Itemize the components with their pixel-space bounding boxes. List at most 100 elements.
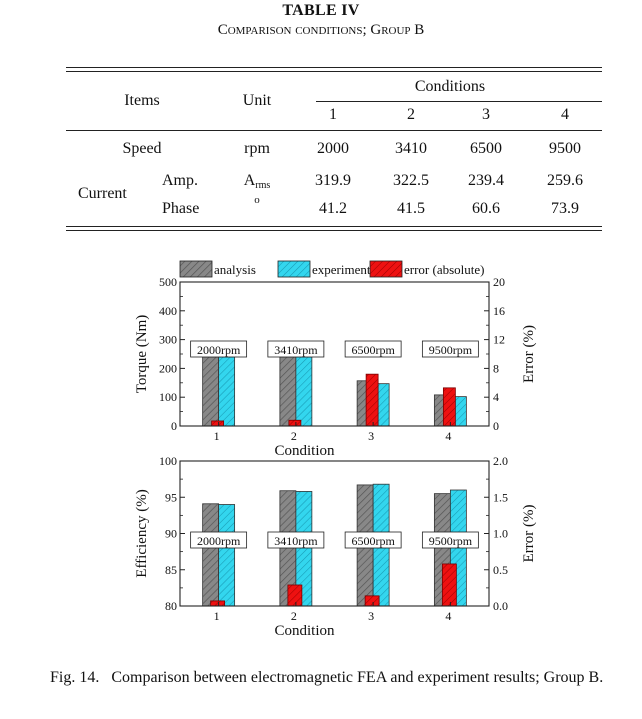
table-subtitle: Comparison conditions; Group B <box>217 22 425 38</box>
error-bar <box>441 563 457 607</box>
condition-tag-label: 6500rpm <box>351 343 395 357</box>
y-tick-label: 100 <box>159 454 177 468</box>
y-tick-label: 0 <box>171 419 177 433</box>
condition-tag-label: 9500rpm <box>429 343 473 357</box>
x-tick-label: 4 <box>445 429 451 443</box>
analysis-bar <box>202 356 220 427</box>
torque-chart: 0 100 200 300 400 500 0 4 8 12 16 20 2000rpm 1 3410rpm… <box>134 275 537 459</box>
y-right-tick-label: 2.0 <box>493 454 508 468</box>
amp-value: 259.6 <box>547 172 583 189</box>
plot-frame <box>179 281 490 427</box>
condition-number: 1 <box>329 106 337 123</box>
condition-tag-box <box>267 340 325 358</box>
phase-value: 60.6 <box>472 200 500 217</box>
conditions-underline <box>316 101 602 102</box>
condition-tag-label: 3410rpm <box>274 534 318 548</box>
y-right-tick-label: 20 <box>493 275 505 289</box>
condition-tag-label: 9500rpm <box>429 534 473 548</box>
y-tick-label: 80 <box>165 599 177 613</box>
speed-value: 2000 <box>317 140 349 157</box>
y-tick-label: 90 <box>165 527 177 541</box>
legend-label: analysis <box>214 262 256 277</box>
y-right-tick-label: 1.0 <box>493 527 508 541</box>
experiment-bar <box>218 356 236 427</box>
speed-value: 6500 <box>470 140 502 157</box>
x-tick-label: 2 <box>291 609 297 623</box>
y-axis-title: Torque (Nm) <box>134 315 150 394</box>
header-unit: Unit <box>242 92 272 109</box>
amp-value: 319.9 <box>315 172 351 189</box>
y-right-tick-label: 12 <box>493 333 505 347</box>
experiment-bar <box>218 504 236 607</box>
y-right-axis-title: Error (%) <box>521 505 537 563</box>
y-right-tick-label: 1.5 <box>493 490 508 504</box>
error-bar <box>365 373 379 427</box>
condition-tag-box <box>421 531 479 549</box>
speed-value: 3410 <box>395 140 427 157</box>
x-tick-label: 3 <box>368 429 374 443</box>
table-bottom-rule-1 <box>66 226 602 227</box>
y-axis-title: Efficiency (%) <box>134 489 150 577</box>
condition-tag-label: 2000rpm <box>197 343 241 357</box>
x-axis-title: Condition <box>274 443 335 459</box>
y-tick-label: 200 <box>159 361 177 375</box>
x-tick-label: 2 <box>291 429 297 443</box>
error-bar <box>287 584 303 607</box>
condition-number: 2 <box>407 106 415 123</box>
table-header-rule <box>66 130 602 131</box>
legend-swatch <box>179 260 213 278</box>
y-right-tick-label: 4 <box>493 390 499 404</box>
condition-tag-label: 3410rpm <box>274 343 318 357</box>
analysis-bar <box>202 503 220 607</box>
figure-caption: Fig. 14. Comparison between electromagne… <box>50 669 604 686</box>
error-bar <box>211 420 225 427</box>
efficiency-chart: 80 85 90 95 100 0.0 0.5 1.0 1.5 2.0 2000rpm 1 3410rp… <box>134 454 537 639</box>
row-amp-unit: Arms <box>243 172 271 191</box>
y-right-tick-label: 8 <box>493 361 499 375</box>
header-items: Items <box>124 92 160 109</box>
x-tick-label: 3 <box>368 609 374 623</box>
condition-tag-box <box>344 531 402 549</box>
phase-value: 41.2 <box>319 200 347 217</box>
error-bar <box>442 387 456 427</box>
y-right-tick-label: 0.0 <box>493 599 508 613</box>
table-title: TABLE IV <box>282 2 360 19</box>
row-phase-unit: o <box>254 194 260 206</box>
condition-tag-box <box>344 340 402 358</box>
amp-value: 239.4 <box>468 172 504 189</box>
phase-value: 73.9 <box>551 200 579 217</box>
y-tick-label: 400 <box>159 304 177 318</box>
condition-tag-box <box>267 531 325 549</box>
error-bar <box>364 595 380 607</box>
row-speed-unit: rpm <box>244 140 270 157</box>
y-right-tick-label: 16 <box>493 304 505 318</box>
error-bar <box>210 600 226 607</box>
condition-tag-box <box>421 340 479 358</box>
y-tick-label: 300 <box>159 333 177 347</box>
condition-number: 3 <box>482 106 490 123</box>
row-speed-label: Speed <box>122 140 162 157</box>
amp-value: 322.5 <box>393 172 429 189</box>
row-amp-label: Amp. <box>162 172 198 189</box>
analysis-bar <box>279 356 297 427</box>
x-tick-label: 4 <box>445 609 451 623</box>
x-tick-label: 1 <box>214 429 220 443</box>
x-axis-title: Condition <box>274 623 335 639</box>
legend-swatch <box>369 260 403 278</box>
y-tick-label: 500 <box>159 275 177 289</box>
table-top-rule-2 <box>66 71 602 72</box>
y-right-axis-title: Error (%) <box>521 325 537 383</box>
condition-tag-box <box>190 340 248 358</box>
condition-tag-label: 2000rpm <box>197 534 241 548</box>
row-phase-label: Phase <box>162 200 200 217</box>
x-tick-label: 1 <box>214 609 220 623</box>
comparison-figure: analysis experiment error (absolute) 0 100 2… <box>134 260 537 639</box>
y-tick-label: 100 <box>159 390 177 404</box>
legend-swatch <box>277 260 311 278</box>
header-conditions: Conditions <box>414 78 486 95</box>
row-current-label: Current <box>78 185 127 202</box>
speed-value: 9500 <box>549 140 581 157</box>
condition-number: 4 <box>561 106 569 123</box>
legend-label: error (absolute) <box>404 262 485 277</box>
y-tick-label: 95 <box>165 490 177 504</box>
